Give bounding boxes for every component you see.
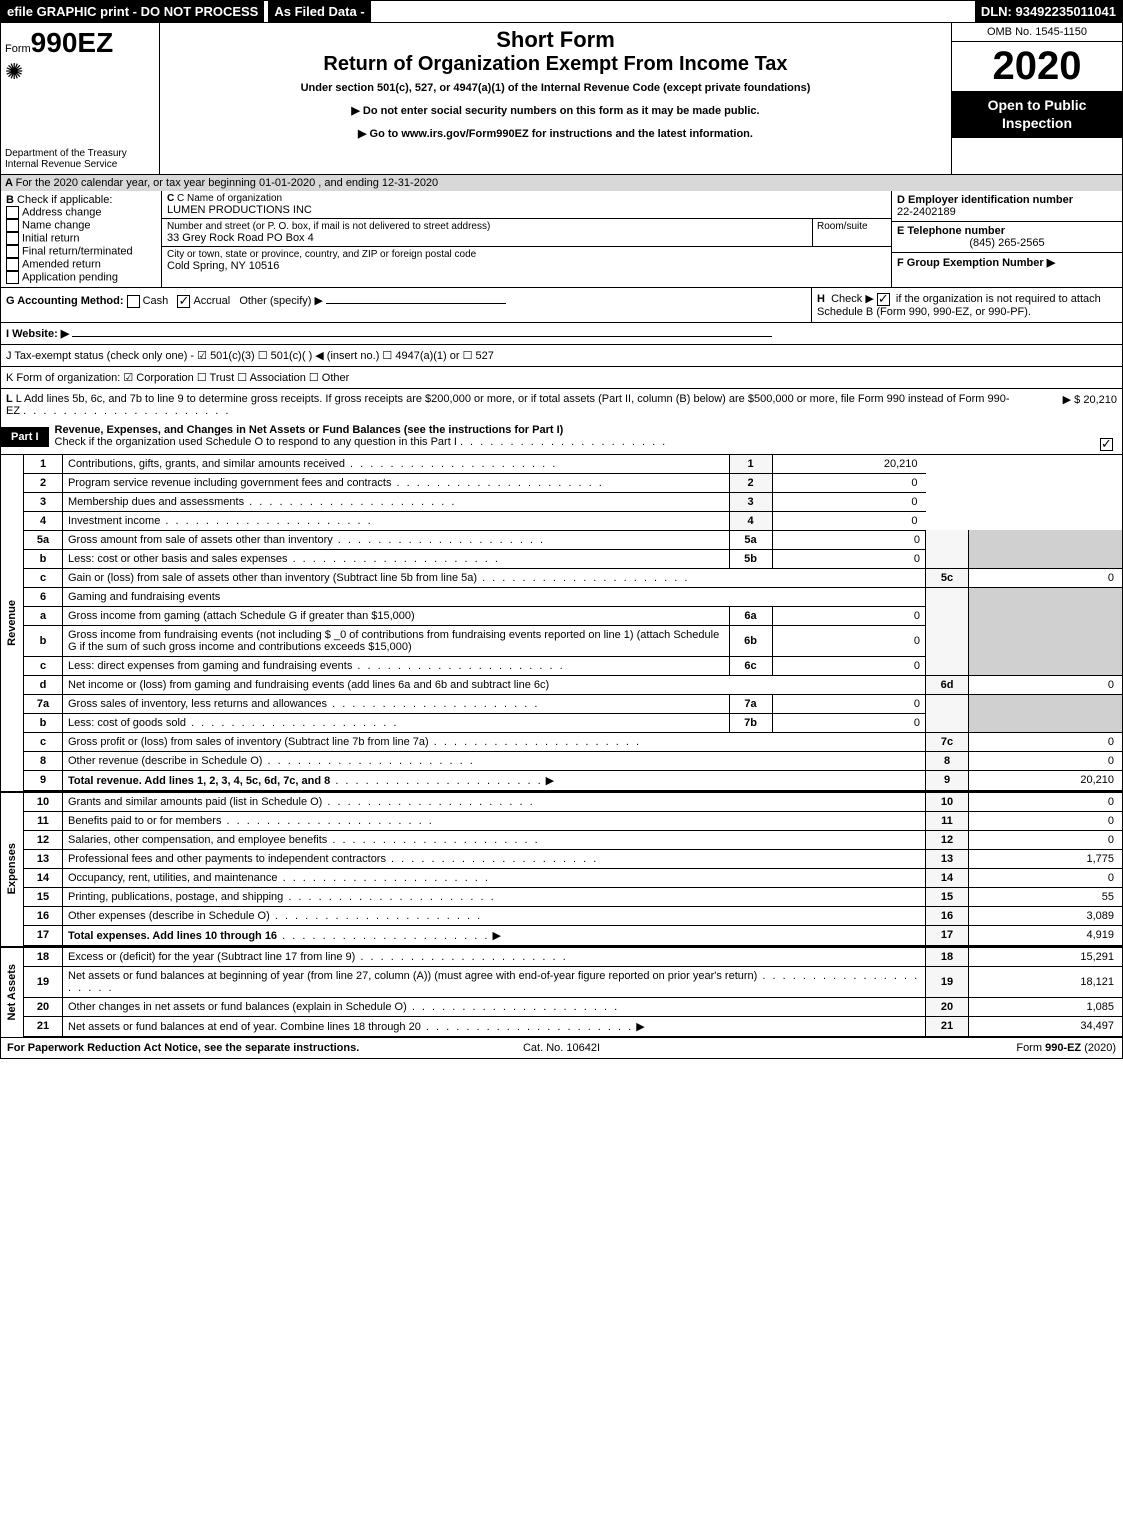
line-k: K Form of organization: ☑ Corporation ☐ …: [0, 366, 1123, 388]
revenue-table: 1Contributions, gifts, grants, and simil…: [24, 455, 1122, 791]
table-row: 8Other revenue (describe in Schedule O)8…: [24, 751, 1122, 770]
short-form-label: Short Form: [166, 27, 945, 53]
table-row: cGross profit or (loss) from sales of in…: [24, 732, 1122, 751]
part1-header: Part I Revenue, Expenses, and Changes in…: [0, 421, 1123, 455]
table-row: 3Membership dues and assessments30: [24, 492, 1122, 511]
form-title: Return of Organization Exempt From Incom…: [166, 53, 945, 76]
form-prefix: Form: [5, 43, 31, 55]
table-row: 1Contributions, gifts, grants, and simil…: [24, 455, 1122, 474]
efile-left: efile GRAPHIC print - DO NOT PROCESS: [1, 1, 264, 22]
table-row: 21Net assets or fund balances at end of …: [24, 1016, 1122, 1036]
open-to-public: Open to Public Inspection: [952, 91, 1122, 138]
table-row: 12Salaries, other compensation, and empl…: [24, 830, 1122, 849]
room-suite: Room/suite: [812, 219, 891, 246]
line-j: J Tax-exempt status (check only one) - ☑…: [0, 344, 1123, 366]
netassets-table: 18Excess or (deficit) for the year (Subt…: [24, 948, 1122, 1037]
line-i: I Website: ▶: [0, 322, 1123, 344]
page-footer: For Paperwork Reduction Act Notice, see …: [0, 1038, 1123, 1059]
table-row: 2Program service revenue including gover…: [24, 473, 1122, 492]
table-row: 10Grants and similar amounts paid (list …: [24, 793, 1122, 812]
line-h: H Check ▶ if the organization is not req…: [811, 288, 1122, 322]
table-row: 11Benefits paid to or for members110: [24, 811, 1122, 830]
tax-year: 2020: [952, 42, 1122, 91]
table-row: 14Occupancy, rent, utilities, and mainte…: [24, 868, 1122, 887]
expenses-table: 10Grants and similar amounts paid (list …: [24, 793, 1122, 946]
table-row: 5aGross amount from sale of assets other…: [24, 530, 1122, 549]
form-id-box: Form990EZ ✺: [1, 23, 160, 144]
dept-treasury: Department of the Treasury Internal Reve…: [1, 144, 160, 174]
table-row: 13Professional fees and other payments t…: [24, 849, 1122, 868]
form-number: 990EZ: [31, 27, 114, 58]
table-row: 7aGross sales of inventory, less returns…: [24, 694, 1122, 713]
table-row: 16Other expenses (describe in Schedule O…: [24, 906, 1122, 925]
box-c-city: City or town, state or province, country…: [162, 247, 891, 274]
efile-mid: As Filed Data -: [268, 1, 370, 22]
box-c-street: Number and street (or P. O. box, if mail…: [162, 219, 812, 246]
table-row: 20Other changes in net assets or fund ba…: [24, 997, 1122, 1016]
omb-number: OMB No. 1545-1150: [952, 23, 1122, 42]
line-l: L L Add lines 5b, 6c, and 7b to line 9 t…: [0, 388, 1123, 421]
side-expenses: Expenses: [1, 793, 24, 946]
box-e: E Telephone number (845) 265-2565: [892, 222, 1122, 253]
box-f: F Group Exemption Number ▶: [892, 253, 1122, 272]
box-b: B Check if applicable: Address change Na…: [1, 191, 162, 287]
line-g: G Accounting Method: Cash Accrual Other …: [1, 288, 811, 322]
table-row: 4Investment income40: [24, 511, 1122, 530]
table-row: 9Total revenue. Add lines 1, 2, 3, 4, 5c…: [24, 770, 1122, 790]
box-c-name: C C Name of organization LUMEN PRODUCTIO…: [162, 191, 891, 219]
table-row: 15Printing, publications, postage, and s…: [24, 887, 1122, 906]
table-row: cGain or (loss) from sale of assets othe…: [24, 568, 1122, 587]
url-note: ▶ Go to www.irs.gov/Form990EZ for instru…: [166, 127, 945, 140]
table-row: dNet income or (loss) from gaming and fu…: [24, 675, 1122, 694]
irs-seal-icon: ✺: [5, 59, 155, 85]
box-d: D Employer identification number 22-2402…: [892, 191, 1122, 222]
under-section: Under section 501(c), 527, or 4947(a)(1)…: [166, 82, 945, 94]
ssn-note: ▶ Do not enter social security numbers o…: [166, 104, 945, 117]
side-netassets: Net Assets: [1, 948, 24, 1037]
dln: DLN: 93492235011041: [975, 1, 1122, 22]
efile-topbar: efile GRAPHIC print - DO NOT PROCESS As …: [0, 0, 1123, 23]
table-row: 17Total expenses. Add lines 10 through 1…: [24, 925, 1122, 945]
line-a: A For the 2020 calendar year, or tax yea…: [0, 174, 1123, 191]
form-title-box: Short Form Return of Organization Exempt…: [160, 23, 951, 144]
side-revenue: Revenue: [1, 455, 24, 791]
omb-year-box: OMB No. 1545-1150 2020 Open to Public In…: [951, 23, 1122, 144]
table-row: 6Gaming and fundraising events: [24, 587, 1122, 606]
table-row: 19Net assets or fund balances at beginni…: [24, 966, 1122, 997]
table-row: 18Excess or (deficit) for the year (Subt…: [24, 948, 1122, 967]
